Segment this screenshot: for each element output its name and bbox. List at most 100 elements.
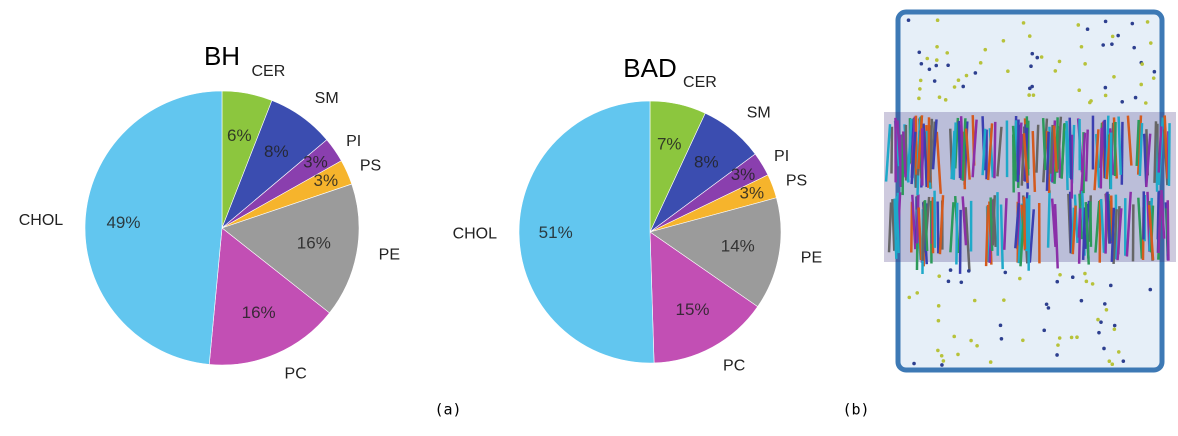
lipid-stroke	[1066, 130, 1067, 190]
ion-dot	[961, 85, 965, 89]
lipid-stroke	[1155, 121, 1156, 183]
lipid-stroke	[1001, 205, 1003, 270]
ion-dot	[1117, 350, 1121, 354]
ion-dot	[947, 280, 951, 284]
value-label: 6%	[227, 126, 252, 145]
lipid-stroke	[1047, 132, 1049, 191]
ion-dot	[936, 349, 940, 353]
ion-dot	[1113, 324, 1117, 328]
category-label: CER	[252, 63, 286, 80]
ion-dot	[1080, 45, 1084, 49]
ion-dot	[1149, 41, 1153, 45]
ion-dot	[928, 67, 932, 71]
ion-dot	[1000, 337, 1004, 341]
lipid-stroke	[959, 121, 960, 178]
ion-dot	[1091, 282, 1095, 286]
ion-dot	[937, 274, 941, 278]
caption: (b)	[842, 401, 869, 419]
ion-dot	[1111, 35, 1115, 39]
ion-dot	[937, 304, 941, 308]
ion-dot	[1076, 23, 1080, 27]
simulation-panel	[884, 12, 1176, 370]
lipid-stroke	[938, 201, 939, 253]
value-label: 16%	[297, 233, 331, 252]
ion-dot	[1085, 280, 1089, 284]
ion-dot	[1113, 328, 1117, 332]
ion-dot	[989, 360, 993, 364]
ion-dot	[944, 98, 948, 102]
category-label: PE	[379, 246, 400, 263]
category-label: PC	[285, 365, 307, 382]
lipid-stroke	[1090, 201, 1091, 246]
category-label: PS	[360, 158, 381, 175]
lipid-stroke	[928, 117, 929, 180]
caption: (a)	[434, 401, 461, 419]
ion-dot	[965, 74, 969, 78]
lipid-stroke	[1086, 130, 1088, 182]
ion-dot	[1021, 338, 1025, 342]
value-label: 51%	[539, 223, 573, 242]
value-label: 8%	[694, 152, 719, 171]
ion-dot	[1070, 336, 1074, 340]
category-label: CHOL	[19, 212, 64, 229]
ion-dot	[983, 48, 987, 52]
ion-dot	[935, 45, 939, 49]
ion-dot	[1077, 88, 1081, 92]
ion-dot	[1055, 353, 1059, 357]
ion-dot	[1035, 56, 1039, 60]
ion-dot	[1058, 60, 1062, 64]
ion-dot	[967, 269, 971, 273]
ion-dot	[1047, 306, 1051, 310]
ion-dot	[1144, 101, 1148, 105]
ion-dot	[1153, 70, 1157, 74]
ion-dot	[1108, 359, 1112, 363]
value-label: 14%	[721, 237, 755, 256]
ion-dot	[915, 291, 919, 295]
ion-dot	[1146, 20, 1150, 24]
ion-dot	[1022, 21, 1026, 25]
lipid-stroke	[960, 210, 961, 274]
ion-dot	[1089, 99, 1093, 103]
ion-dot	[1045, 302, 1049, 306]
ion-dot	[1080, 299, 1084, 303]
ion-dot	[975, 344, 979, 348]
ion-dot	[1116, 34, 1120, 38]
ion-dot	[1071, 275, 1075, 279]
lipid-stroke	[1168, 200, 1169, 260]
ion-dot	[1102, 347, 1106, 351]
ion-dot	[1134, 96, 1138, 100]
ion-dot	[1058, 336, 1062, 340]
ion-dot	[935, 58, 939, 62]
ion-dot	[1002, 39, 1006, 43]
value-label: 3%	[740, 183, 765, 202]
ion-dot	[953, 85, 957, 89]
category-label: PI	[774, 148, 789, 165]
lipid-stroke	[1036, 125, 1038, 173]
ion-dot	[1018, 277, 1022, 281]
ion-dot	[1006, 69, 1010, 73]
ion-dot	[933, 79, 937, 83]
ion-dot	[1083, 272, 1087, 276]
value-label: 3%	[314, 171, 339, 190]
ion-dot	[1030, 85, 1034, 89]
lipid-stroke	[1048, 190, 1050, 247]
ion-dot	[957, 78, 961, 82]
value-label: 7%	[657, 135, 682, 154]
ion-dot	[907, 296, 911, 300]
ion-dot	[1109, 284, 1113, 288]
lipid-stroke	[930, 119, 932, 183]
ion-dot	[952, 335, 956, 339]
ion-dot	[1110, 362, 1114, 366]
ion-dot	[1152, 76, 1156, 80]
ion-dot	[917, 50, 921, 54]
ion-dot	[1131, 22, 1135, 26]
category-label: PS	[786, 172, 807, 189]
ion-dot	[919, 79, 923, 83]
ion-dot	[1096, 318, 1100, 322]
ion-dot	[1103, 302, 1107, 306]
ion-dot	[1086, 27, 1090, 31]
category-label: SM	[747, 105, 771, 122]
category-label: CER	[683, 74, 717, 91]
ion-dot	[1110, 42, 1114, 46]
